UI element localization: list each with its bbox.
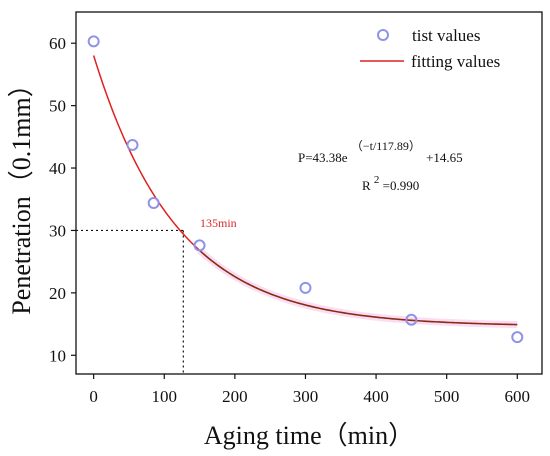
y-tick-label: 50: [49, 97, 66, 116]
r2-prefix: R: [362, 178, 371, 193]
x-tick-label: 100: [152, 387, 178, 406]
fitting-curve-upper: [92, 55, 201, 251]
legend: tist values fitting values: [360, 26, 500, 71]
fitting-curve-lower: [199, 249, 518, 326]
equation-exponent: （−t/117.89）: [351, 139, 421, 153]
data-point: [87, 35, 100, 48]
data-point: [511, 331, 524, 344]
x-tick-label: 0: [89, 387, 98, 406]
equation-annotation: P=43.38e （−t/117.89） +14.65 R 2 =0.990: [298, 138, 463, 193]
data-point: [147, 196, 160, 209]
x-tick-label: 400: [363, 387, 389, 406]
y-tick-label: 40: [49, 159, 66, 178]
x-tick-label: 600: [505, 387, 531, 406]
y-tick-label: 20: [49, 284, 66, 303]
fitting-curve-glow: [197, 247, 518, 329]
x-axis-ticks: 0 100 200 300 400 500 600: [89, 374, 530, 406]
equation-main: P=43.38e: [298, 150, 348, 165]
plot-area: [75, 11, 543, 375]
y-axis-label: Penetration（0.1mm）: [7, 71, 36, 314]
equation-text: P=43.38e （−t/117.89） +14.65: [298, 138, 463, 165]
x-tick-label: 300: [293, 387, 319, 406]
x-axis-label: Aging time（min）: [204, 421, 414, 450]
data-point: [193, 239, 206, 252]
data-points: [87, 35, 524, 344]
data-point: [126, 138, 139, 151]
legend-label-tist: tist values: [412, 26, 480, 45]
y-tick-label: 10: [49, 346, 66, 365]
data-point: [405, 313, 418, 326]
y-axis-ticks: 10 20 30 40 50 60: [49, 34, 76, 365]
r-squared-text: R 2 =0.990: [362, 171, 419, 193]
equation-tail: +14.65: [426, 150, 463, 165]
legend-marker-tist: [377, 29, 389, 41]
x-tick-label: 200: [222, 387, 248, 406]
y-tick-label: 30: [49, 221, 66, 240]
y-tick-label: 60: [49, 34, 66, 53]
marker-label: 135min: [200, 216, 237, 230]
r2-value: =0.990: [383, 178, 420, 193]
legend-label-fitting: fitting values: [411, 52, 500, 71]
r2-exponent: 2: [374, 174, 380, 186]
data-point: [299, 281, 312, 294]
x-tick-label: 500: [434, 387, 460, 406]
plot-frame: [75, 11, 543, 375]
fitting-curve: [92, 55, 518, 329]
reference-lines: [76, 229, 184, 374]
